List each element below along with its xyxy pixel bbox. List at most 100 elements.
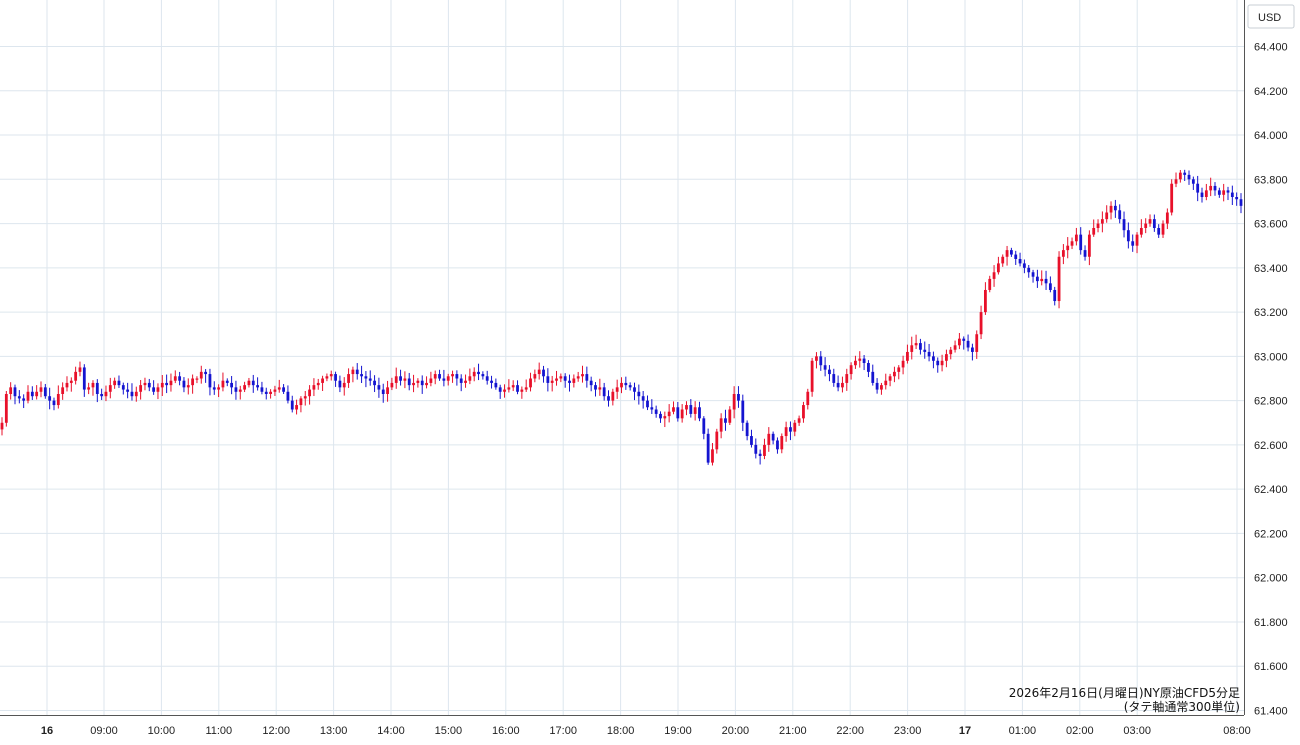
candle	[412, 374, 415, 393]
candle	[442, 369, 446, 387]
currency-label[interactable]: USD	[1247, 4, 1295, 29]
candle	[1022, 259, 1026, 274]
candle	[1135, 232, 1139, 254]
candle	[845, 368, 849, 391]
candle	[425, 376, 428, 389]
candle	[988, 275, 992, 293]
candle	[191, 374, 195, 394]
candle	[4, 391, 8, 427]
candle	[1209, 177, 1213, 197]
candle	[698, 401, 701, 422]
candle	[576, 371, 580, 382]
candle	[464, 374, 467, 388]
candle	[936, 357, 940, 373]
candle-series	[0, 169, 1243, 466]
candle	[520, 386, 524, 399]
candle	[433, 370, 437, 385]
candle	[901, 355, 905, 375]
candle	[82, 364, 86, 397]
candle	[533, 369, 537, 383]
candle	[819, 351, 823, 371]
candle	[35, 385, 39, 400]
candle	[971, 343, 974, 361]
candle	[893, 366, 896, 383]
x-tick-label: 15:00	[435, 725, 463, 737]
candle	[429, 371, 433, 387]
candle	[260, 381, 264, 395]
candle	[1031, 269, 1035, 283]
y-tick-label: 62.400	[1254, 484, 1288, 496]
candle	[841, 376, 844, 393]
candle	[962, 336, 966, 350]
candle	[338, 375, 342, 393]
candle	[238, 385, 242, 400]
x-tick-label: 02:00	[1066, 725, 1094, 737]
candle	[221, 372, 225, 392]
candle	[1178, 169, 1182, 183]
x-tick-label: 01:00	[1009, 725, 1037, 737]
candle	[243, 381, 247, 393]
candle	[1152, 214, 1156, 232]
candle	[277, 379, 281, 393]
candle	[771, 431, 775, 445]
candle	[516, 380, 519, 395]
candle	[1096, 219, 1100, 233]
candle	[455, 370, 459, 386]
candle	[624, 376, 628, 390]
candle	[884, 373, 888, 390]
candle	[719, 413, 723, 439]
x-axis: 16 09:00 10:00 11:00 12:00 13:00 14:00 15:00 16:…	[0, 715, 1251, 737]
candle	[407, 372, 411, 391]
candle	[767, 427, 771, 452]
y-tick-label: 63.600	[1254, 219, 1288, 231]
candle	[1126, 222, 1130, 249]
candle	[615, 379, 619, 399]
candle	[1118, 204, 1122, 224]
x-tick-label: 16	[41, 725, 53, 737]
candle	[1122, 211, 1126, 238]
candle	[789, 421, 792, 441]
candle	[745, 420, 749, 441]
candle	[1157, 224, 1161, 238]
candle	[386, 380, 389, 402]
candle	[572, 374, 576, 388]
candle	[550, 375, 554, 392]
candle	[555, 370, 558, 386]
candle	[1204, 183, 1208, 201]
y-tick-label: 64.200	[1254, 86, 1288, 98]
candle	[208, 368, 212, 396]
candle	[984, 282, 987, 315]
candle	[1014, 250, 1018, 265]
candle	[823, 357, 827, 377]
candle	[329, 370, 333, 381]
candle	[637, 384, 641, 405]
candle	[1174, 172, 1178, 188]
candle	[1183, 169, 1187, 182]
candle	[906, 344, 909, 364]
x-tick-label: 16:00	[492, 725, 520, 737]
candle	[373, 375, 376, 393]
candle	[611, 388, 615, 406]
candle	[680, 404, 684, 423]
candle	[104, 385, 108, 402]
candle	[702, 416, 706, 440]
candle	[1066, 237, 1070, 259]
candle	[143, 377, 147, 391]
y-tick-label: 64.400	[1254, 42, 1288, 54]
candle	[438, 369, 441, 381]
candle	[147, 378, 151, 392]
candle	[26, 385, 30, 404]
y-axis: 64.400 64.200 64.000 63.800 63.600 63.400 63.2…	[1244, 0, 1288, 718]
x-tick-label: 17:00	[549, 725, 577, 737]
candle	[308, 385, 311, 405]
candle	[312, 378, 316, 397]
candle	[1213, 182, 1217, 196]
candle	[217, 384, 221, 398]
candle	[485, 370, 489, 385]
candle	[511, 380, 515, 392]
candle	[368, 370, 372, 386]
candle	[56, 385, 60, 409]
candle	[1083, 245, 1087, 261]
candle	[958, 332, 961, 350]
